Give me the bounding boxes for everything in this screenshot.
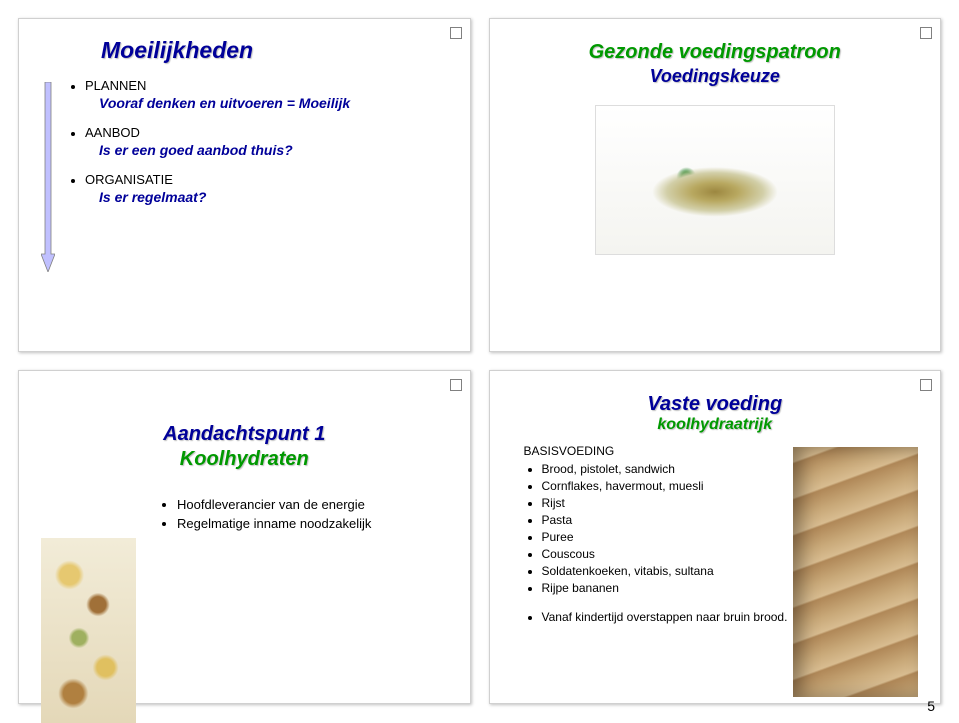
slide4-title-green: koolhydraatrijk xyxy=(512,416,919,434)
slide-grid: Moeilijkheden PLANNEN Vooraf denken en u… xyxy=(0,0,959,722)
list-item: Hoofdleverancier van de energie xyxy=(177,495,448,514)
slide-4: Vaste voeding koolhydraatrijk BASISVOEDI… xyxy=(489,370,942,704)
slide-2: Gezonde voedingspatroon Voedingskeuze xyxy=(489,18,942,352)
list-item: Regelmatige inname noodzakelijk xyxy=(177,514,448,533)
slide3-bullets: Hoofdleverancier van de energie Regelmat… xyxy=(161,495,448,533)
slide1-sec-sub: Is er regelmaat? xyxy=(99,189,448,205)
slide1-sec-label: ORGANISATIE xyxy=(85,172,448,187)
slide-3: Aandachtspunt 1 Koolhydraten Hoofdlevera… xyxy=(18,370,471,704)
slide2-title-green: Gezonde voedingspatroon xyxy=(512,41,919,64)
slide-1: Moeilijkheden PLANNEN Vooraf denken en u… xyxy=(18,18,471,352)
slide1-sec-label: PLANNEN xyxy=(85,78,448,93)
slide1-title: Moeilijkheden xyxy=(101,37,448,64)
food-plate-image xyxy=(595,105,835,255)
slide1-sec-label: AANBOD xyxy=(85,125,448,140)
corner-decoration xyxy=(920,27,932,39)
slide1-sec-sub: Is er een goed aanbod thuis? xyxy=(99,142,448,158)
pasta-image xyxy=(41,538,136,723)
bread-image xyxy=(793,447,918,697)
page-number: 5 xyxy=(927,698,935,714)
slide3-title-green: Koolhydraten xyxy=(41,448,448,471)
corner-decoration xyxy=(920,379,932,391)
slide4-title-blue: Vaste voeding xyxy=(512,393,919,416)
corner-decoration xyxy=(450,379,462,391)
slide2-title-blue: Voedingskeuze xyxy=(512,66,919,87)
slide3-title-blue: Aandachtspunt 1 xyxy=(41,423,448,446)
down-arrow-icon xyxy=(41,82,55,272)
corner-decoration xyxy=(450,27,462,39)
slide1-list: PLANNEN Vooraf denken en uitvoeren = Moe… xyxy=(69,78,448,205)
slide1-sec-sub: Vooraf denken en uitvoeren = Moeilijk xyxy=(99,95,448,111)
slide1-body: PLANNEN Vooraf denken en uitvoeren = Moe… xyxy=(41,78,448,205)
